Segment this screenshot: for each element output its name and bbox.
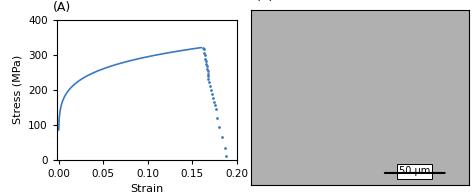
Point [203, 64, 210, 67]
Point [222, 155, 230, 158]
Point [201, 57, 209, 60]
Text: 50 μm: 50 μm [399, 167, 430, 176]
Text: (B): (B) [255, 0, 274, 3]
Point [205, 78, 212, 81]
Point [204, 72, 211, 75]
Point [221, 146, 228, 149]
Point [211, 104, 219, 107]
Point [209, 97, 217, 100]
Point [200, 46, 207, 49]
Point [207, 85, 214, 88]
Point [204, 70, 211, 73]
Point [202, 63, 210, 66]
Point [203, 67, 210, 70]
Point [200, 48, 208, 51]
Point [205, 75, 212, 78]
Text: (A): (A) [53, 1, 72, 14]
Point [212, 107, 219, 111]
Point [218, 136, 226, 139]
Y-axis label: Stress (MPa): Stress (MPa) [13, 55, 23, 124]
Point [214, 116, 221, 119]
Point [202, 59, 210, 62]
Point [201, 54, 209, 57]
X-axis label: Strain: Strain [130, 184, 164, 194]
Point [215, 125, 223, 128]
Point [208, 92, 216, 96]
Point [207, 88, 215, 91]
Point [210, 100, 218, 104]
Point [200, 51, 208, 54]
Point [206, 80, 213, 83]
